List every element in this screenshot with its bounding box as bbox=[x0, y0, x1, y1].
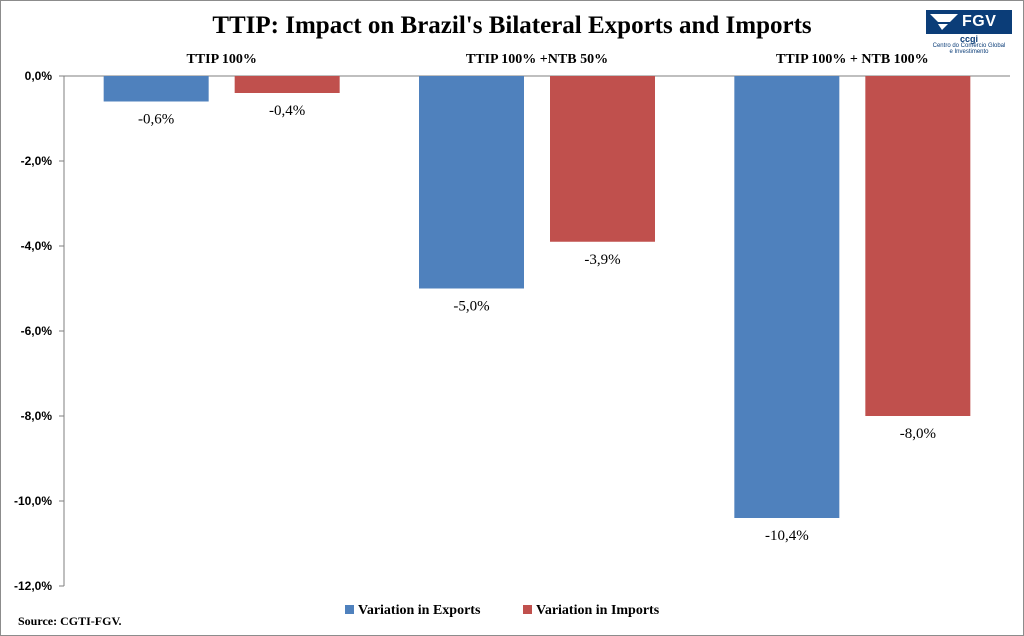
legend: Variation in Exports Variation in Imports bbox=[345, 603, 660, 618]
bar-imports bbox=[865, 76, 971, 416]
source-note: Source: CGTI-FGV. bbox=[18, 614, 122, 628]
data-label: -0,6% bbox=[138, 112, 174, 128]
logo-name: FGV bbox=[962, 13, 997, 30]
logo-caption-line: e Investimento bbox=[949, 49, 989, 55]
data-label: -0,4% bbox=[269, 103, 305, 119]
chart-title: TTIP: Impact on Brazil's Bilateral Expor… bbox=[212, 12, 812, 39]
y-tick-label: -8,0% bbox=[21, 409, 53, 423]
bars-layer bbox=[103, 76, 971, 518]
legend-swatch bbox=[523, 605, 532, 614]
legend-label: Variation in Exports bbox=[358, 603, 481, 618]
legend-swatch bbox=[345, 605, 354, 614]
fgv-logo: FGV ccgi Centro do Comércio Global e Inv… bbox=[926, 10, 1012, 55]
bar-imports bbox=[550, 76, 655, 242]
bar-exports bbox=[734, 76, 840, 518]
bar-exports bbox=[419, 76, 524, 289]
category-label: TTIP 100% + NTB 100% bbox=[776, 52, 929, 67]
y-tick-label: -12,0% bbox=[14, 579, 52, 593]
logo-band: FGV bbox=[926, 10, 1012, 34]
logo-sub: ccgi bbox=[959, 34, 978, 44]
data-label: -8,0% bbox=[900, 426, 936, 442]
data-label: -3,9% bbox=[584, 252, 620, 268]
data-label: -10,4% bbox=[765, 528, 809, 544]
labels-layer: TTIP 100% -0,6% -0,4% TTIP 100% +NTB 50% -5,… bbox=[138, 52, 936, 544]
category-label: TTIP 100% bbox=[186, 52, 256, 67]
bar-imports bbox=[234, 76, 340, 93]
y-tick-label: -4,0% bbox=[21, 239, 53, 253]
y-tick-label: -10,0% bbox=[14, 494, 52, 508]
axis-layer: 0,0% -2,0% -4,0% -6,0% -8,0% -10,0% -12,0% bbox=[14, 69, 1010, 593]
logo-caption: Centro do Comércio Global e Investimento bbox=[926, 43, 1012, 55]
data-label: -5,0% bbox=[453, 299, 489, 315]
bar-exports bbox=[103, 76, 209, 102]
legend-label: Variation in Imports bbox=[536, 603, 660, 618]
y-tick-label: -2,0% bbox=[21, 154, 53, 168]
logo-caption-line: Centro do Comércio Global bbox=[932, 43, 1006, 49]
category-label: TTIP 100% +NTB 50% bbox=[466, 52, 608, 67]
y-tick-label: 0,0% bbox=[25, 69, 53, 83]
y-tick-label: -6,0% bbox=[21, 324, 53, 338]
fgv-mark-icon bbox=[930, 14, 958, 30]
